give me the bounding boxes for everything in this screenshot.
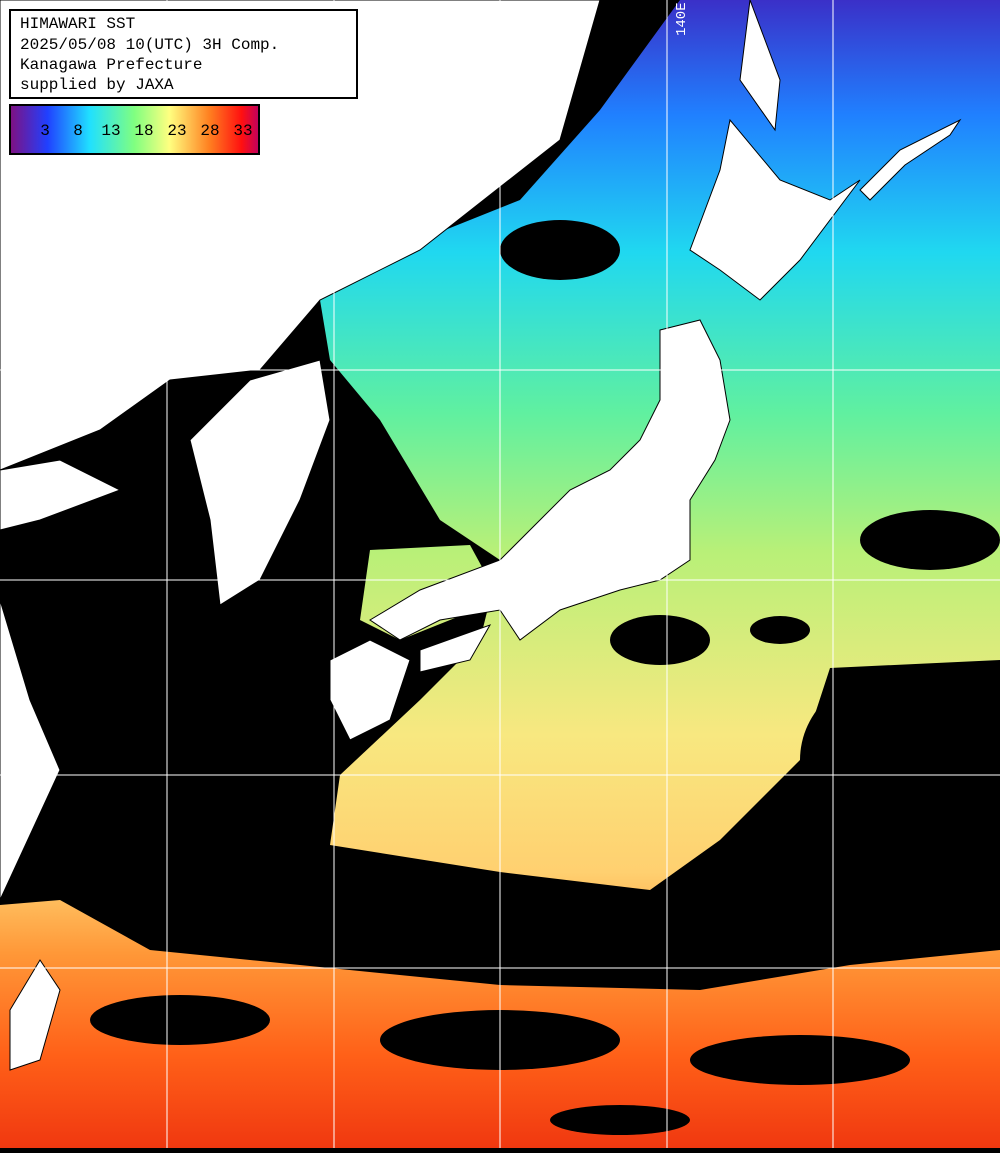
grid-label: 140E [674,2,690,36]
china-coast [0,459,122,531]
cloud [550,1105,690,1135]
colorbar-tick-label: 3 [40,122,50,140]
legend-line: supplied by JAXA [20,76,174,94]
cloud [500,220,620,280]
sakhalin [739,0,781,132]
legend-title: HIMAWARI SST [20,15,135,33]
taiwan [9,959,61,1071]
legend-line: Kanagawa Prefecture [20,56,202,74]
colorbar-tick-label: 8 [73,122,83,140]
colorbar-tick-label: 18 [134,122,153,140]
kuril [859,118,962,201]
colorbar-tick-label: 28 [200,122,219,140]
cloud-mask [90,220,1000,1135]
colorbar-tick-label: 23 [167,122,186,140]
colorbar-ticks: 3 8 13 18 23 28 33 [40,122,252,140]
grid-label: 40N [10,355,35,371]
legend-line: 2025/05/08 10(UTC) 3H Comp. [20,36,279,54]
colorbar [9,104,260,155]
china-coast [0,599,61,901]
cloud [800,670,1000,850]
cloud [750,616,810,644]
cloud [690,1035,910,1085]
shikoku [419,624,492,673]
cloud [860,510,1000,570]
cloud [610,615,710,665]
colorbar-tick-label: 13 [101,122,120,140]
grid-label: 30N [10,761,35,777]
hokkaido [689,118,861,301]
legend-box [9,9,358,99]
kyushu [329,639,411,741]
cloud [90,995,270,1045]
colorbar-tick-label: 33 [233,122,252,140]
